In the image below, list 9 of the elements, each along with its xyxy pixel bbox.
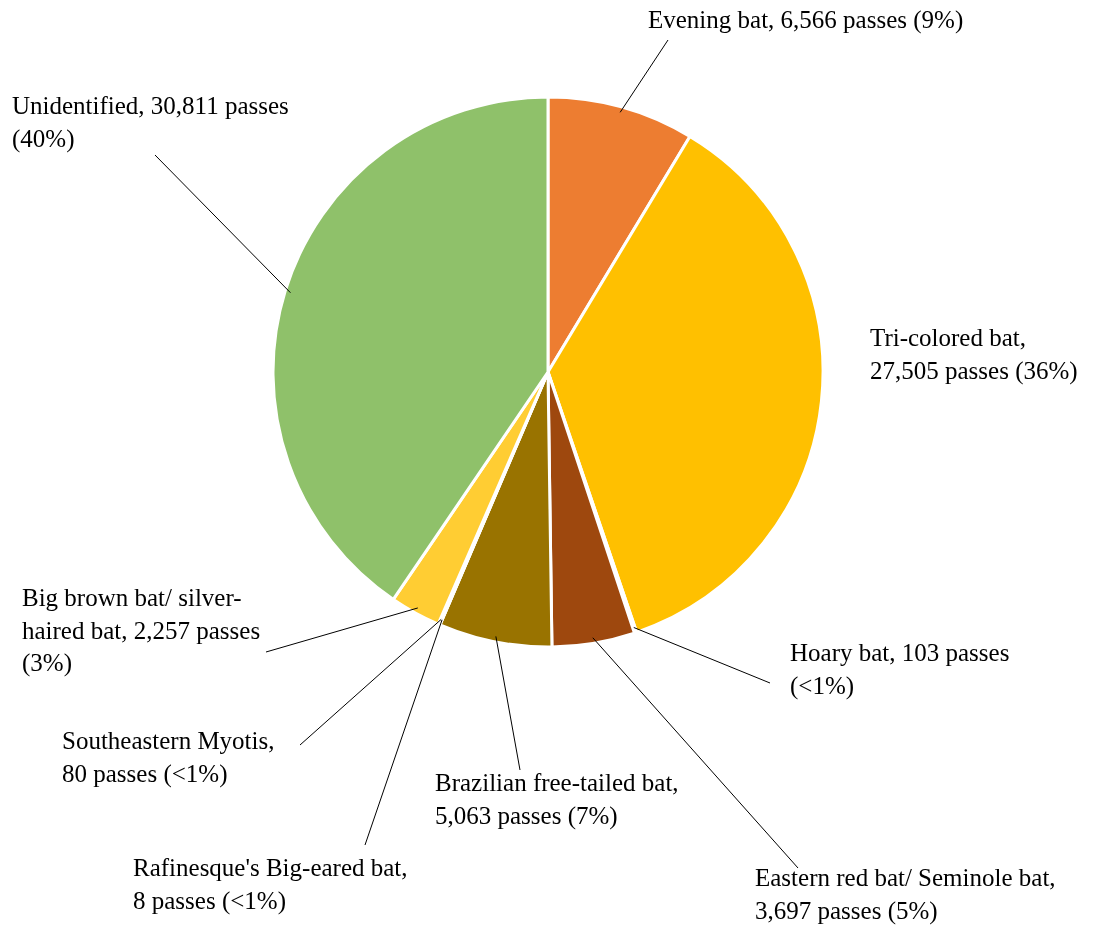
slice-label: Southeastern Myotis, 80 passes (<1%): [62, 727, 275, 788]
slice-label: Unidentified, 30,811 passes (40%): [12, 92, 289, 153]
slice-label: Brazilian free-tailed bat, 5,063 passes (7%): [435, 769, 679, 830]
slice-label: Rafinesque's Big-eared bat, 8 passes (<1%): [133, 854, 408, 915]
slice-label: Hoary bat, 103 passes (<1%): [790, 639, 1010, 700]
slice-label: Eastern red bat/ Seminole bat, 3,697 passes (5%): [755, 864, 1056, 925]
slice-label: Big brown bat/ silver- haired bat, 2,257 passes (3%): [22, 584, 261, 677]
slice-label: Evening bat, 6,566 passes (9%): [648, 6, 964, 34]
slice-label: Tri-colored bat, 27,505 passes (36%): [870, 324, 1078, 385]
